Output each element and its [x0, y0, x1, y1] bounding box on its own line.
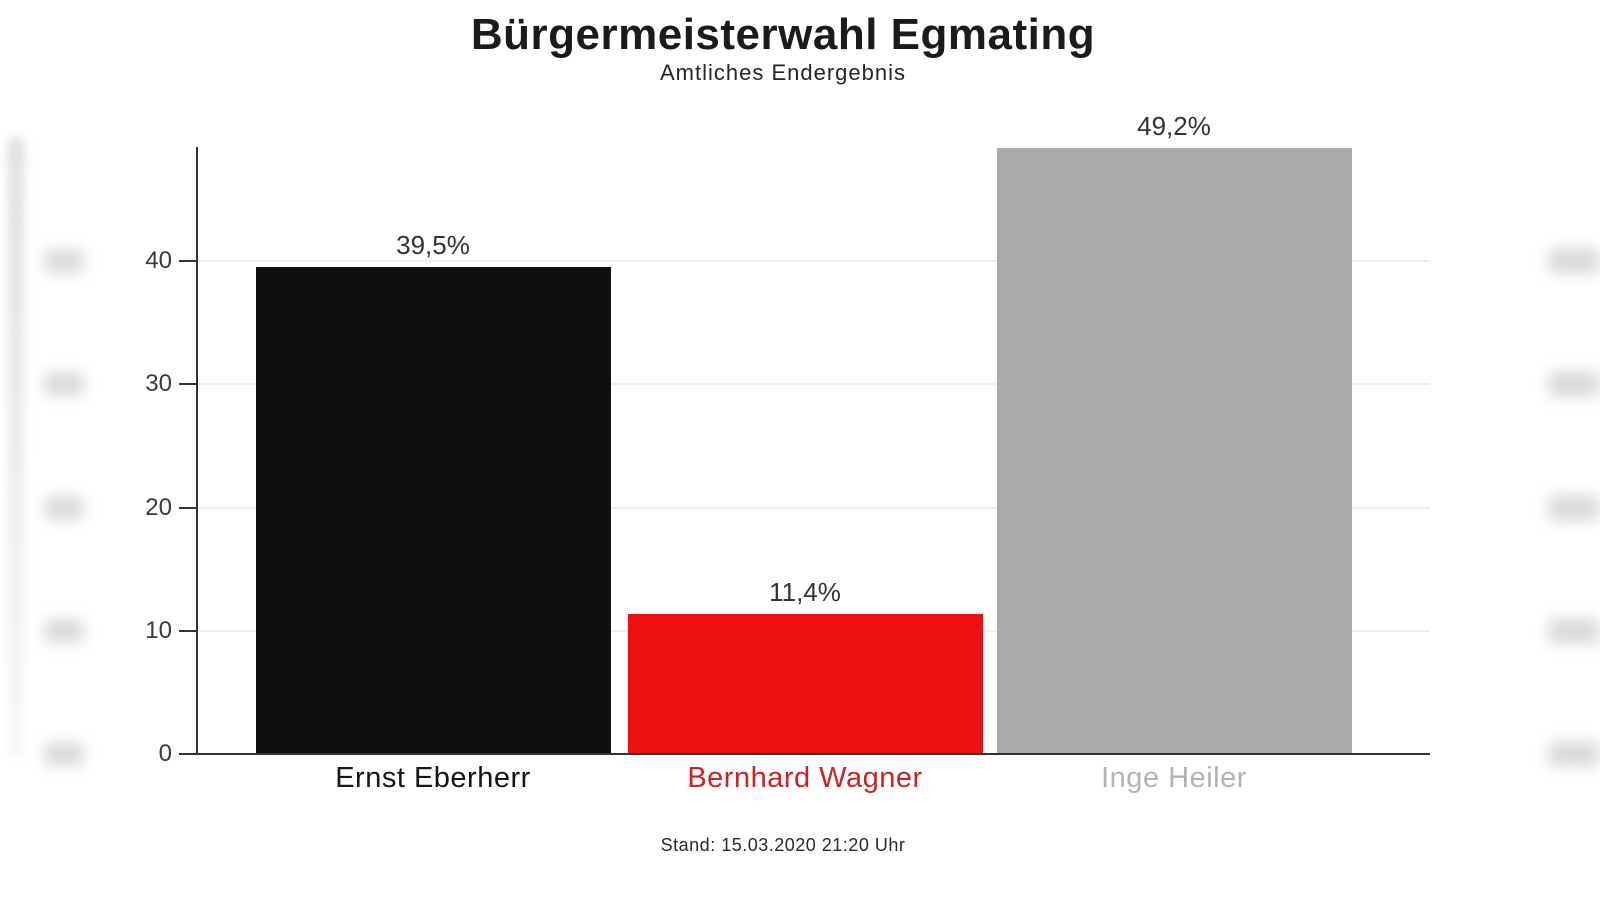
- y-axis-tick: [179, 506, 197, 509]
- motion-blur-artifact: [44, 618, 84, 643]
- motion-blur-artifact: [44, 249, 84, 274]
- y-axis-tick-label: 10: [145, 616, 172, 644]
- y-axis-tick: [179, 629, 197, 632]
- motion-blur-artifact: [1548, 741, 1600, 767]
- bar-bernhard-wagner: [627, 613, 983, 754]
- y-axis-tick-label: 40: [145, 247, 172, 275]
- motion-blur-artifact: [44, 372, 84, 397]
- motion-blur-artifact: [1548, 617, 1600, 644]
- chart-subtitle: Amtliches Endergebnis: [659, 60, 907, 85]
- x-axis-line: [180, 753, 1430, 755]
- bar-value-label: 11,4%: [769, 576, 841, 607]
- motion-blur-artifact: [1548, 494, 1600, 521]
- bar-value-label: 49,2%: [1137, 111, 1211, 141]
- motion-blur-artifact: [44, 495, 84, 520]
- y-axis-tick-label: 0: [158, 740, 172, 767]
- timestamp-annotation: Stand: 15.03.2020 21:20 Uhr: [660, 835, 906, 855]
- category-label-ernst-eberherr: Ernst Eberherr: [335, 762, 531, 794]
- gridline: [198, 260, 1430, 263]
- y-axis-tick-label: 30: [145, 370, 172, 398]
- y-axis-tick: [179, 383, 197, 386]
- gridline: [198, 506, 1430, 509]
- chart-title: Bürgermeisterwahl Egmating: [470, 10, 1096, 59]
- bar-ernst-eberherr: [255, 267, 611, 754]
- y-axis-tick: [179, 260, 197, 263]
- motion-blur-artifact: [1548, 371, 1600, 398]
- y-axis-line: [196, 147, 198, 755]
- category-label-inge-heiler: Inge Heiler: [1101, 762, 1247, 794]
- motion-blur-artifact: [44, 742, 84, 766]
- y-axis-tick-label: 20: [145, 493, 172, 521]
- bar-inge-heiler: [996, 148, 1352, 754]
- gridline: [198, 383, 1430, 386]
- category-label-bernhard-wagner: Bernhard Wagner: [687, 762, 923, 794]
- motion-blur-artifact: [1548, 248, 1600, 275]
- bar-value-label: 39,5%: [396, 230, 470, 261]
